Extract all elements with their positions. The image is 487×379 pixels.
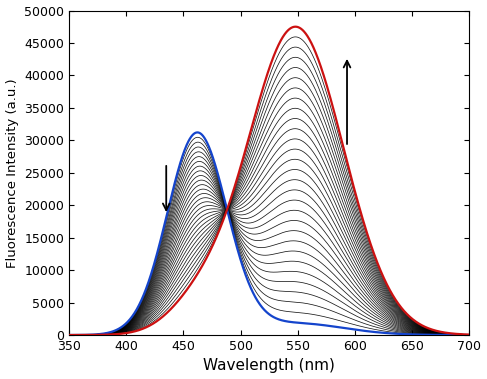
- Y-axis label: Fluorescence Intensity (a.u.): Fluorescence Intensity (a.u.): [5, 78, 19, 268]
- X-axis label: Wavelength (nm): Wavelength (nm): [203, 359, 335, 373]
